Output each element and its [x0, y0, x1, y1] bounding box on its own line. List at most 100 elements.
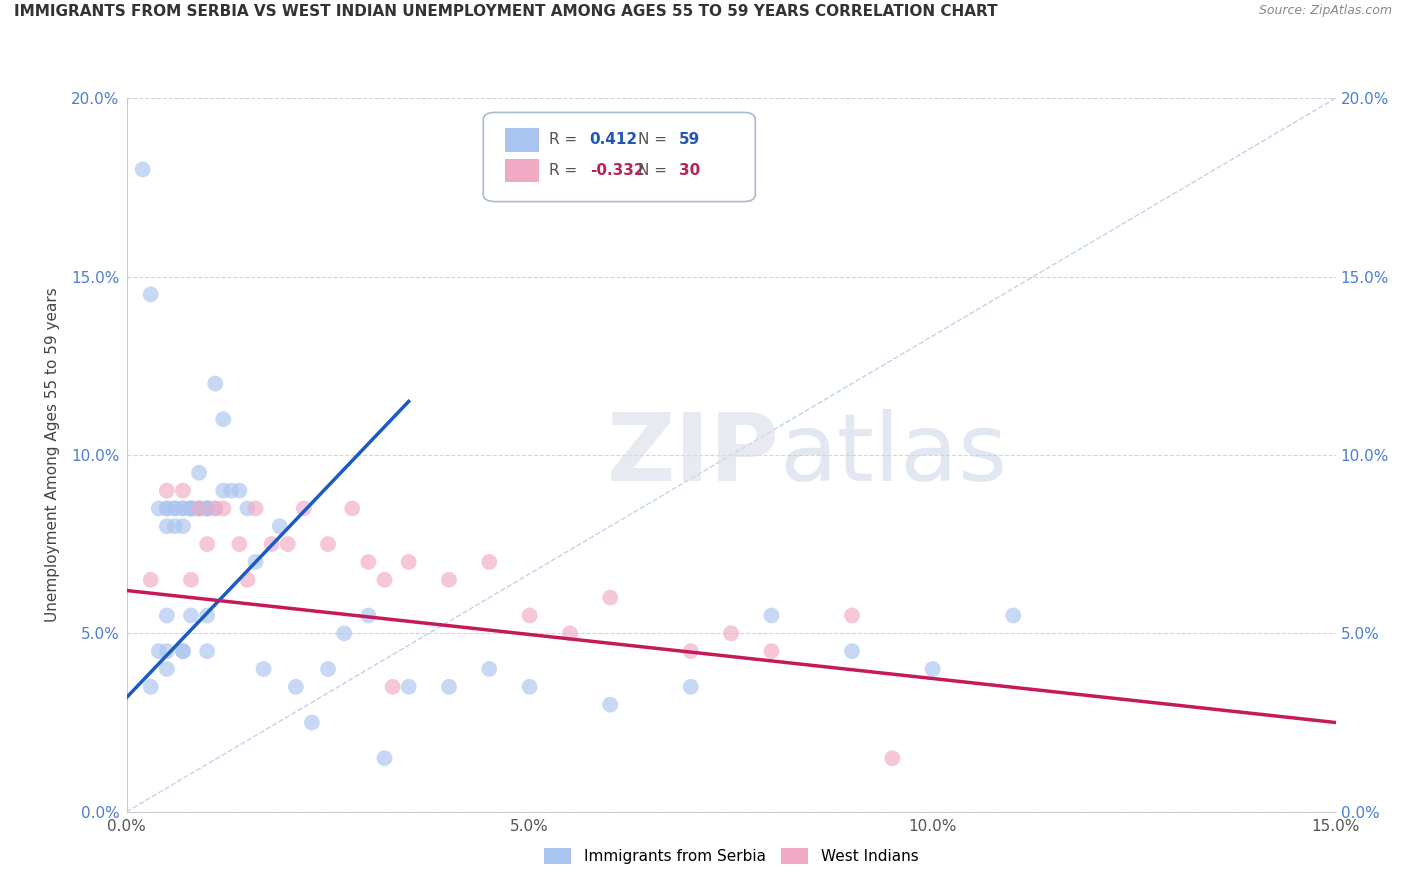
Point	[221, 483, 243, 498]
Point	[1002, 608, 1025, 623]
Point	[381, 680, 404, 694]
Point	[156, 608, 179, 623]
Point	[139, 680, 162, 694]
Point	[252, 662, 274, 676]
Point	[519, 608, 541, 623]
Point	[316, 537, 339, 551]
Text: 30: 30	[679, 163, 700, 178]
Point	[180, 501, 202, 516]
Point	[156, 662, 179, 676]
Text: IMMIGRANTS FROM SERBIA VS WEST INDIAN UNEMPLOYMENT AMONG AGES 55 TO 59 YEARS COR: IMMIGRANTS FROM SERBIA VS WEST INDIAN UN…	[14, 4, 998, 20]
Point	[398, 680, 420, 694]
Point	[139, 573, 162, 587]
Point	[245, 501, 267, 516]
Text: -0.332: -0.332	[589, 163, 644, 178]
Point	[180, 501, 202, 516]
Point	[228, 483, 250, 498]
Point	[357, 555, 380, 569]
Point	[342, 501, 364, 516]
Point	[172, 644, 194, 658]
Point	[212, 483, 235, 498]
Text: ZIP: ZIP	[606, 409, 779, 501]
Point	[139, 287, 162, 301]
Point	[195, 501, 218, 516]
Text: 0.412: 0.412	[589, 132, 638, 147]
Point	[180, 501, 202, 516]
Point	[679, 644, 702, 658]
Point	[163, 519, 186, 533]
Point	[841, 644, 863, 658]
Point	[478, 555, 501, 569]
Point	[333, 626, 356, 640]
Legend: Immigrants from Serbia, West Indians: Immigrants from Serbia, West Indians	[536, 840, 927, 871]
Point	[131, 162, 153, 177]
Point	[180, 573, 202, 587]
Text: Source: ZipAtlas.com: Source: ZipAtlas.com	[1258, 4, 1392, 18]
Point	[437, 680, 460, 694]
Y-axis label: Unemployment Among Ages 55 to 59 years: Unemployment Among Ages 55 to 59 years	[45, 287, 60, 623]
Point	[195, 501, 218, 516]
Point	[519, 680, 541, 694]
Point	[195, 537, 218, 551]
Point	[373, 573, 395, 587]
Text: 59: 59	[679, 132, 700, 147]
Point	[163, 501, 186, 516]
Point	[284, 680, 307, 694]
Point	[921, 662, 943, 676]
Point	[720, 626, 742, 640]
Point	[172, 644, 194, 658]
Point	[357, 608, 380, 623]
Point	[228, 537, 250, 551]
Text: R =: R =	[548, 132, 582, 147]
Point	[148, 644, 170, 658]
Point	[188, 501, 211, 516]
Point	[172, 519, 194, 533]
Point	[373, 751, 395, 765]
Point	[260, 537, 283, 551]
Point	[204, 501, 226, 516]
Point	[558, 626, 581, 640]
Point	[195, 644, 218, 658]
Point	[156, 483, 179, 498]
Point	[761, 644, 783, 658]
Text: N =: N =	[638, 132, 672, 147]
FancyBboxPatch shape	[484, 112, 755, 202]
Point	[188, 466, 211, 480]
Point	[236, 573, 259, 587]
Point	[188, 501, 211, 516]
Point	[212, 412, 235, 426]
Point	[277, 537, 299, 551]
Point	[172, 501, 194, 516]
Point	[180, 608, 202, 623]
Point	[156, 644, 179, 658]
Point	[195, 501, 218, 516]
Point	[599, 591, 621, 605]
Point	[478, 662, 501, 676]
Text: atlas: atlas	[779, 409, 1008, 501]
Point	[212, 501, 235, 516]
Point	[236, 501, 259, 516]
Point	[437, 573, 460, 587]
Point	[180, 501, 202, 516]
Point	[156, 519, 179, 533]
Point	[188, 501, 211, 516]
Point	[841, 608, 863, 623]
Point	[316, 662, 339, 676]
Point	[269, 519, 291, 533]
Point	[204, 501, 226, 516]
Point	[156, 501, 179, 516]
Point	[301, 715, 323, 730]
Point	[172, 483, 194, 498]
Text: R =: R =	[548, 163, 582, 178]
Point	[156, 501, 179, 516]
Point	[195, 608, 218, 623]
Point	[195, 501, 218, 516]
Point	[172, 501, 194, 516]
Point	[398, 555, 420, 569]
Point	[761, 608, 783, 623]
Point	[148, 501, 170, 516]
Point	[245, 555, 267, 569]
Point	[204, 376, 226, 391]
Point	[599, 698, 621, 712]
Point	[163, 501, 186, 516]
